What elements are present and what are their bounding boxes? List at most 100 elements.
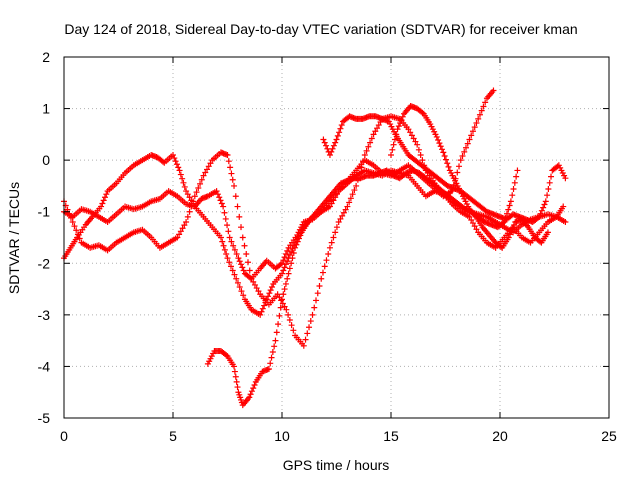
data-point [282, 261, 289, 268]
data-point [353, 182, 360, 189]
data-point [234, 384, 241, 391]
x-tick-label: 25 [601, 428, 617, 444]
data-point [395, 123, 402, 130]
data-point [71, 223, 78, 230]
data-point [240, 267, 247, 274]
data-point [223, 251, 230, 258]
data-markers [61, 87, 569, 409]
x-tick-label: 10 [274, 428, 290, 444]
data-point [279, 270, 285, 277]
data-point [394, 126, 401, 133]
data-point [436, 140, 443, 147]
data-point [259, 305, 266, 312]
data-point [289, 245, 296, 252]
data-point [306, 324, 313, 331]
data-point [267, 287, 274, 294]
data-point [321, 263, 328, 270]
data-point [184, 191, 191, 198]
data-point [278, 297, 285, 304]
data-point [236, 258, 243, 265]
data-point [285, 270, 292, 277]
data-point [326, 203, 333, 210]
data-point [225, 158, 232, 165]
data-point [365, 143, 372, 150]
data-point [302, 336, 309, 343]
data-point [324, 145, 331, 152]
data-point [174, 234, 181, 241]
data-point [251, 281, 258, 288]
data-point [480, 103, 487, 110]
data-point [281, 254, 288, 261]
data-point [388, 151, 394, 158]
data-point [415, 146, 422, 153]
data-point [69, 219, 76, 226]
x-tick-label: 20 [492, 428, 508, 444]
data-point [244, 259, 251, 266]
data-point [246, 394, 253, 401]
data-point [482, 99, 489, 106]
data-point [290, 249, 297, 256]
data-point [265, 366, 272, 373]
data-point [232, 373, 239, 380]
x-axis-title: GPS time / hours [283, 457, 390, 473]
data-point [360, 158, 367, 165]
data-point [309, 311, 316, 318]
data-point [323, 257, 330, 264]
data-point [375, 122, 382, 129]
data-point [258, 308, 265, 315]
data-point [300, 342, 307, 349]
data-point [286, 317, 293, 324]
data-point [405, 126, 412, 133]
data-point [234, 203, 241, 210]
data-point [326, 244, 333, 251]
data-point [288, 248, 295, 255]
data-point [307, 318, 314, 325]
data-point [456, 163, 463, 170]
data-point [205, 163, 212, 170]
data-point [318, 275, 325, 282]
data-point [513, 173, 520, 180]
data-point [250, 278, 257, 285]
data-point [282, 280, 289, 287]
data-point [497, 243, 504, 250]
data-point [296, 235, 303, 242]
data-point [273, 329, 280, 336]
data-point [314, 290, 321, 297]
data-point [225, 228, 232, 235]
data-point [419, 109, 426, 116]
data-point [220, 203, 227, 210]
data-point [250, 385, 257, 392]
data-point [344, 203, 351, 210]
data-point [229, 267, 236, 274]
data-point [363, 147, 370, 154]
data-point [240, 292, 247, 299]
data-point [275, 321, 282, 328]
data-point [490, 87, 497, 94]
data-point [197, 180, 204, 187]
data-point [562, 175, 569, 182]
data-point [407, 129, 414, 136]
data-point [221, 246, 228, 253]
data-point [253, 285, 260, 292]
data-point [67, 214, 74, 221]
data-point [459, 153, 466, 160]
data-point [332, 139, 339, 146]
data-point [228, 170, 235, 177]
data-point [336, 129, 343, 136]
data-point [236, 284, 243, 291]
data-point [217, 197, 224, 204]
data-point [288, 322, 295, 329]
data-point [239, 264, 246, 271]
data-point [224, 222, 231, 229]
data-point [213, 188, 220, 195]
data-point [541, 201, 548, 208]
data-point [246, 267, 253, 274]
data-point [320, 136, 327, 143]
data-point [267, 360, 274, 367]
data-point [76, 235, 83, 242]
data-point [286, 265, 293, 272]
data-point [226, 259, 233, 266]
data-point [328, 148, 335, 155]
data-point [232, 193, 239, 200]
data-point [234, 279, 241, 286]
